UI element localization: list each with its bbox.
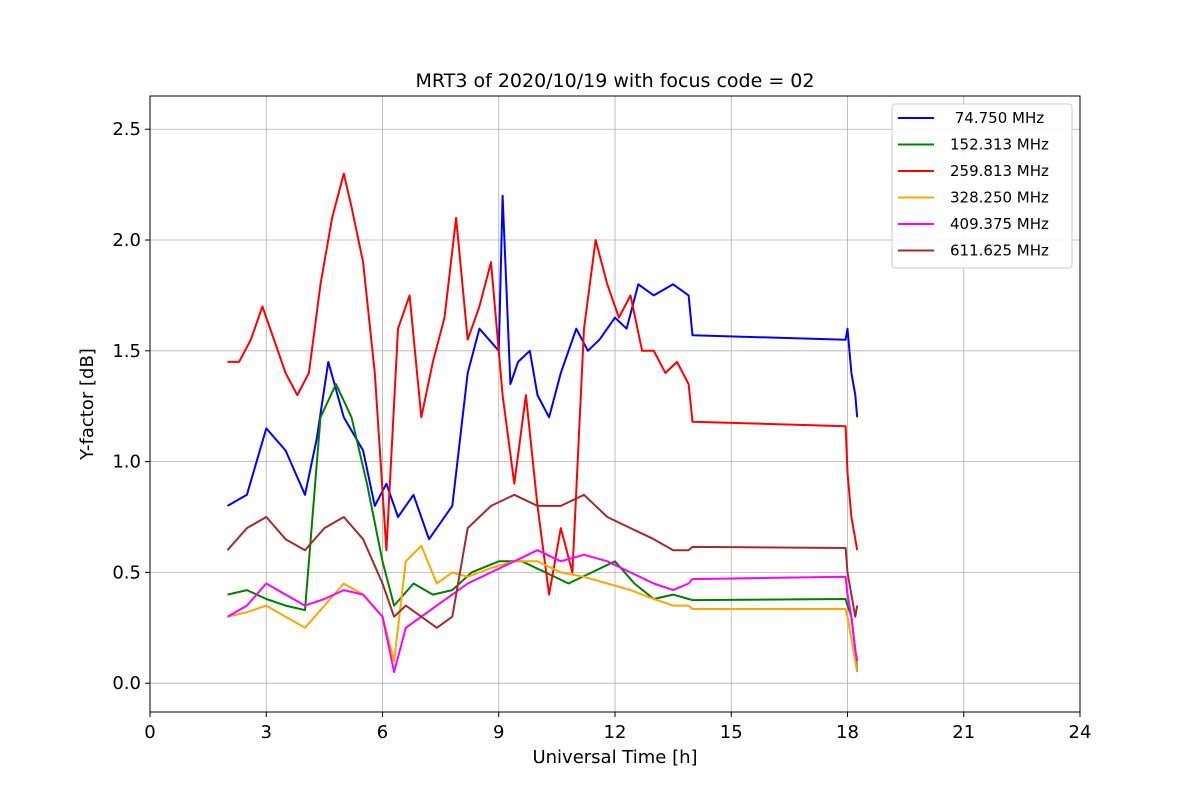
- series-line-2: [227, 172, 859, 596]
- series-line-4: [227, 549, 859, 674]
- series-line-5: [226, 493, 859, 629]
- y-tick-label: 1.0: [112, 452, 141, 473]
- series-line-0: [227, 194, 859, 541]
- x-tick-label: 18: [836, 722, 859, 743]
- x-tick-label: 15: [720, 722, 743, 743]
- y-tick-label: 0.0: [112, 673, 141, 694]
- legend-label: 152.313 MHz: [950, 136, 1049, 154]
- legend-box: [891, 103, 1073, 269]
- chart-title: MRT3 of 2020/10/19 with focus code = 02: [416, 70, 815, 92]
- x-axis-label: Universal Time [h]: [532, 747, 697, 768]
- y-tick-label: 2.5: [112, 119, 141, 140]
- legend-label: 328.250 MHz: [950, 189, 1049, 207]
- legend-label: 74.750 MHz: [950, 109, 1044, 127]
- series-layer: [226, 172, 859, 674]
- y-tick-label: 0.5: [112, 562, 141, 583]
- ticks: 0 3 6 9 12 15 18 21 24 0.0 0.5 1.0 1.5 2.0 2.5: [112, 119, 1091, 743]
- x-tick-label: 21: [952, 722, 975, 743]
- legend-label: 409.375 MHz: [950, 215, 1049, 233]
- y-tick-label: 2.0: [112, 230, 141, 251]
- series-line-3: [227, 544, 859, 673]
- y-axis-label: Y-factor [dB]: [77, 348, 98, 461]
- legend-label: 611.625 MHz: [950, 242, 1049, 260]
- x-tick-label: 12: [604, 722, 627, 743]
- legend: 74.750 MHz 152.313 MHz 259.813 MHz 328.250 …: [891, 103, 1073, 269]
- series-line-1: [227, 383, 859, 673]
- x-tick-label: 6: [377, 722, 388, 743]
- x-tick-label: 3: [261, 722, 272, 743]
- y-tick-label: 1.5: [112, 341, 141, 362]
- x-tick-label: 0: [144, 722, 155, 743]
- x-tick-label: 24: [1069, 722, 1092, 743]
- x-tick-label: 9: [493, 722, 504, 743]
- legend-label: 259.813 MHz: [950, 162, 1049, 180]
